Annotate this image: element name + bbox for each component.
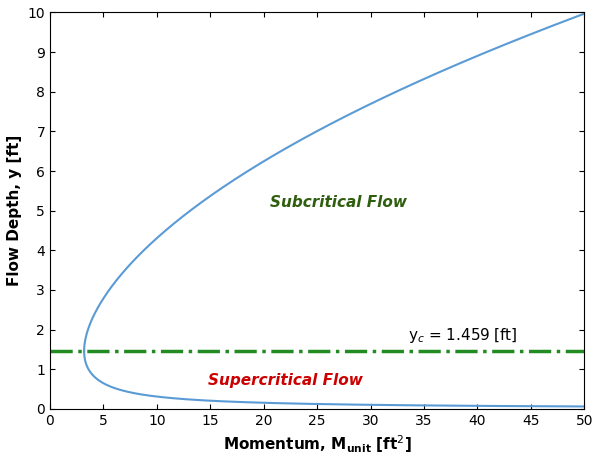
Text: Supercritical Flow: Supercritical Flow [208, 373, 362, 388]
X-axis label: Momentum, M$_\mathregular{unit}$ [ft$^2$]: Momentum, M$_\mathregular{unit}$ [ft$^2$… [223, 433, 412, 455]
Y-axis label: Flow Depth, y [ft]: Flow Depth, y [ft] [7, 135, 22, 286]
Text: y$_c$ = 1.459 [ft]: y$_c$ = 1.459 [ft] [408, 326, 518, 345]
Text: Subcritical Flow: Subcritical Flow [270, 195, 407, 210]
